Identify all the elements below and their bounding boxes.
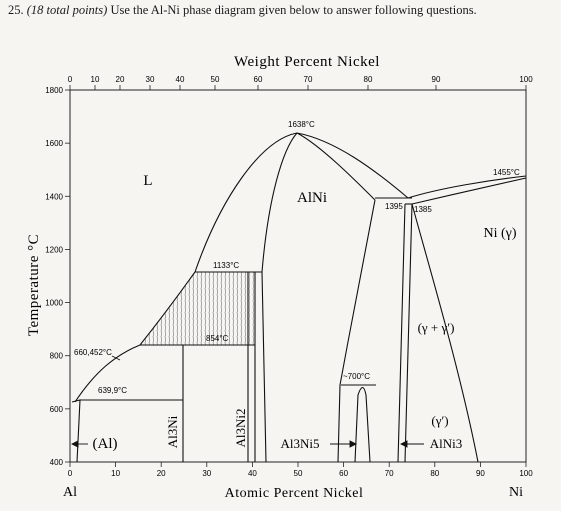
y-tick-label: 600 — [50, 405, 64, 414]
bottom-tick-label: 50 — [294, 469, 303, 478]
y-axis-ticks: 400 600 800 1000 1200 1400 1600 1800 — [45, 86, 70, 467]
top-tick-label: 40 — [176, 75, 185, 84]
liquidus-alni-right — [296, 132, 409, 199]
bottom-tick-label: 70 — [385, 469, 394, 478]
bottom-tick-label: 30 — [202, 469, 211, 478]
top-tick-label: 70 — [304, 75, 313, 84]
bottom-axis-ticks: 0 10 20 30 40 50 60 70 80 90 100 — [68, 462, 533, 478]
region-liquid: L — [143, 173, 152, 189]
top-tick-label: 80 — [364, 75, 373, 84]
top-tick-label: 10 — [91, 75, 100, 84]
temp-1385: 1385 — [414, 205, 432, 214]
arrow-al-solid-head — [70, 440, 79, 448]
region-ni-gamma: Ni (γ) — [483, 226, 516, 241]
y-axis-title: Temperature °C — [26, 234, 42, 336]
temp-660: 660,452°C — [74, 348, 112, 357]
y-tick-label: 1800 — [45, 86, 63, 95]
bottom-tick-label: 60 — [339, 469, 348, 478]
region-alni3: AlNi3 — [430, 436, 463, 451]
y-tick-label: 1200 — [45, 245, 63, 254]
region-alni: AlNi — [297, 190, 327, 206]
alni-right-boundary — [337, 199, 376, 463]
right-element-label: Ni — [509, 485, 523, 500]
hatched-region — [140, 272, 255, 345]
question-body: Use the Al-Ni phase diagram given below … — [110, 3, 477, 17]
top-axis-title: Weight Percent Nickel — [234, 54, 380, 70]
region-al3ni: Al3Ni — [165, 415, 180, 448]
region-al-solid: (Al) — [93, 436, 118, 452]
temp-1638: 1638°C — [288, 120, 315, 129]
alni-solidus-left — [261, 132, 298, 273]
temp-639: 639,9°C — [98, 386, 127, 395]
bottom-tick-label: 20 — [157, 469, 166, 478]
top-tick-label: 50 — [211, 75, 220, 84]
al-solvus — [71, 399, 81, 463]
top-tick-label: 90 — [432, 75, 441, 84]
temp-1395: 1395 — [385, 202, 403, 211]
question-number: 25. — [8, 3, 24, 17]
y-tick-label: 1400 — [45, 192, 63, 201]
region-al3ni2: Al3Ni2 — [233, 409, 248, 448]
top-axis-ticks: 0 10 20 30 40 50 60 70 80 90 100 — [68, 75, 533, 90]
bottom-tick-label: 10 — [111, 469, 120, 478]
temp-700: ~700°C — [343, 372, 370, 381]
temp-854: 854°C — [206, 334, 229, 343]
y-tick-label: 1000 — [45, 299, 63, 308]
al3ni5-dome — [341, 384, 376, 463]
ni-solidus — [411, 177, 527, 205]
liquidus-al-side — [74, 344, 141, 403]
top-tick-label: 0 — [68, 75, 73, 84]
alni3-left-boundary — [397, 203, 406, 463]
liquidus-ni-side — [407, 175, 527, 199]
bottom-tick-label: 0 — [68, 469, 73, 478]
top-tick-label: 100 — [519, 75, 533, 84]
gamma-solvus — [411, 203, 479, 463]
label-arrows — [70, 440, 424, 448]
liquidus-alni-left — [194, 132, 298, 273]
top-tick-label: 60 — [254, 75, 263, 84]
temp-1455: 1455°C — [493, 168, 520, 177]
region-gamma-gamma-prime: (γ + γ′) — [418, 320, 455, 335]
alni-solidus-right — [296, 132, 376, 201]
bottom-tick-label: 90 — [476, 469, 485, 478]
phase-boundaries — [71, 132, 527, 463]
region-al3ni5: Al3Ni5 — [281, 436, 320, 451]
arrow-alni3-head — [399, 440, 408, 448]
bottom-axis-title: Atomic Percent Nickel — [225, 486, 364, 501]
pointer-660 — [111, 355, 121, 361]
y-tick-label: 1600 — [45, 139, 63, 148]
bottom-tick-label: 100 — [519, 469, 533, 478]
bottom-tick-label: 40 — [248, 469, 257, 478]
y-tick-label: 400 — [50, 458, 64, 467]
region-gamma-prime: (γ′) — [431, 413, 448, 428]
plot-frame — [69, 89, 527, 463]
liquidus-to-1133 — [139, 271, 196, 346]
top-tick-label: 20 — [116, 75, 125, 84]
left-element-label: Al — [63, 485, 77, 500]
bottom-tick-label: 80 — [430, 469, 439, 478]
question-text: 25. (18 total points) Use the Al-Ni phas… — [8, 2, 558, 18]
y-tick-label: 800 — [50, 352, 64, 361]
alni-left-boundary — [261, 271, 267, 463]
arrow-al3ni5-head — [349, 440, 358, 448]
temp-1133: 1133°C — [213, 261, 239, 270]
top-tick-label: 30 — [146, 75, 155, 84]
alni3-right-boundary — [404, 203, 413, 463]
question-points: (18 total points) — [26, 3, 108, 17]
